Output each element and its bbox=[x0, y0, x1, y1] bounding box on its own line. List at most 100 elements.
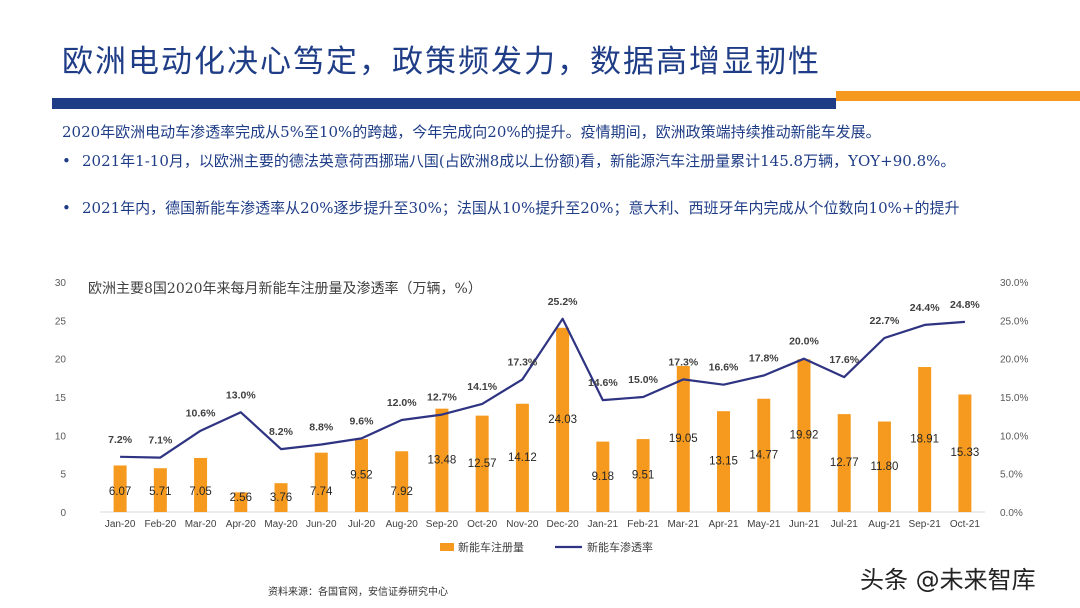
bullet-item: • 2021年1-10月，以欧洲主要的德法英意荷西挪瑞八国(占欧洲8成以上份额)… bbox=[62, 150, 1062, 173]
bar-data-label: 13.48 bbox=[428, 454, 457, 466]
bar bbox=[797, 359, 811, 512]
bar-data-label: 18.91 bbox=[910, 434, 939, 446]
bar-data-label: 14.12 bbox=[508, 452, 537, 464]
bar-data-label: 15.33 bbox=[950, 447, 979, 459]
x-tick-label: Oct-21 bbox=[950, 519, 980, 530]
x-tick-label: Jan-21 bbox=[588, 519, 619, 530]
y-right-tick-label: 0.0% bbox=[1000, 508, 1023, 519]
bar-data-label: 7.74 bbox=[310, 486, 333, 498]
bar bbox=[676, 365, 690, 512]
bar-data-label: 14.77 bbox=[749, 449, 778, 461]
page-title: 欧洲电动化决心笃定，政策频发力，数据高增显韧性 bbox=[62, 44, 821, 80]
y-right-tick-label: 15.0% bbox=[1000, 393, 1028, 404]
line-data-label: 8.2% bbox=[269, 426, 294, 438]
x-tick-label: Aug-21 bbox=[868, 519, 901, 530]
line-data-label: 14.6% bbox=[588, 377, 618, 389]
line-data-label: 15.0% bbox=[628, 374, 658, 386]
bar bbox=[958, 394, 972, 512]
bar-data-label: 6.07 bbox=[109, 486, 131, 498]
bar bbox=[234, 492, 248, 512]
bar bbox=[515, 403, 529, 512]
line-data-label: 24.4% bbox=[910, 302, 940, 314]
x-tick-label: Oct-20 bbox=[467, 519, 497, 530]
y-left-tick-label: 0 bbox=[60, 508, 66, 519]
bar bbox=[435, 408, 449, 512]
x-tick-label: Apr-21 bbox=[709, 519, 739, 530]
bar-data-label: 7.92 bbox=[391, 486, 413, 498]
line-data-label: 12.7% bbox=[427, 392, 457, 404]
x-tick-label: Jun-20 bbox=[306, 519, 337, 530]
bar-data-label: 11.80 bbox=[870, 461, 898, 473]
bar-data-label: 5.71 bbox=[149, 486, 171, 498]
y-left-tick-label: 20 bbox=[55, 355, 67, 366]
y-left-tick-label: 15 bbox=[55, 393, 67, 404]
y-right-tick-label: 5.0% bbox=[1000, 470, 1023, 481]
legend-bar-swatch bbox=[440, 543, 454, 551]
line-data-label: 17.3% bbox=[507, 356, 537, 368]
bar-data-label: 12.57 bbox=[468, 458, 497, 470]
bullet-dot: • bbox=[62, 152, 71, 170]
bar bbox=[395, 451, 409, 512]
bar-data-label: 9.52 bbox=[350, 470, 372, 482]
line-data-label: 16.6% bbox=[709, 362, 739, 374]
bar-data-label: 13.15 bbox=[709, 456, 738, 468]
x-tick-label: Mar-21 bbox=[667, 519, 699, 530]
chart-title: 欧洲主要8国2020年来每月新能车注册量及渗透率（万辆，%） bbox=[88, 281, 482, 297]
y-right-tick-label: 30.0% bbox=[1000, 278, 1028, 289]
y-right-tick-label: 10.0% bbox=[1000, 431, 1028, 442]
line-data-label: 17.6% bbox=[829, 354, 859, 366]
bar bbox=[274, 483, 288, 512]
bar bbox=[717, 411, 731, 512]
bar bbox=[636, 439, 650, 512]
intro-text: 2020年欧洲电动车渗透率完成从5%至10%的跨越，今年完成向20%的提升。疫情… bbox=[62, 123, 881, 141]
line-data-label: 24.8% bbox=[950, 299, 980, 311]
line-data-label: 9.6% bbox=[350, 415, 375, 427]
bar-data-label: 24.03 bbox=[548, 414, 577, 426]
bar bbox=[596, 441, 610, 512]
line-data-label: 12.0% bbox=[387, 397, 417, 409]
bar bbox=[475, 415, 489, 512]
bar-data-label: 12.77 bbox=[830, 457, 859, 469]
legend-line-label: 新能车渗透率 bbox=[587, 540, 653, 554]
bar bbox=[113, 465, 127, 512]
bar-data-label: 19.92 bbox=[790, 430, 819, 442]
bullet-text: 2021年1-10月，以欧洲主要的德法英意荷西挪瑞八国(占欧洲8成以上份额)看，… bbox=[82, 152, 956, 170]
bar bbox=[194, 457, 208, 512]
x-tick-label: Jun-21 bbox=[789, 519, 820, 530]
line-data-label: 17.3% bbox=[668, 356, 698, 368]
line-data-label: 13.0% bbox=[226, 389, 256, 401]
title-underline-orange bbox=[836, 91, 1080, 101]
x-tick-label: Feb-21 bbox=[627, 519, 659, 530]
bar-data-label: 7.05 bbox=[189, 486, 211, 498]
bar bbox=[354, 439, 368, 512]
x-tick-label: Sep-21 bbox=[909, 519, 942, 530]
series-line bbox=[120, 317, 965, 459]
bar bbox=[877, 421, 891, 512]
bar bbox=[314, 452, 328, 512]
y-right-tick-label: 25.0% bbox=[1000, 316, 1028, 327]
bullet-dot: • bbox=[62, 199, 71, 217]
line-data-label: 22.7% bbox=[870, 315, 900, 327]
bar-data-label: 2.56 bbox=[230, 492, 252, 504]
x-tick-label: Sep-20 bbox=[426, 519, 459, 530]
bar bbox=[153, 468, 167, 512]
bar bbox=[837, 414, 851, 512]
line-data-label: 17.8% bbox=[749, 353, 779, 365]
bar bbox=[757, 398, 771, 512]
y-left-tick-label: 25 bbox=[55, 316, 67, 327]
x-tick-label: Dec-20 bbox=[546, 519, 579, 530]
bullet-item: • 2021年内，德国新能车渗透率从20%逐步提升至30%；法国从10%提升至2… bbox=[62, 197, 1062, 220]
bullet-text: 2021年内，德国新能车渗透率从20%逐步提升至30%；法国从10%提升至20%… bbox=[82, 199, 960, 217]
line-data-label: 14.1% bbox=[467, 381, 497, 393]
bar-data-label: 9.18 bbox=[592, 471, 614, 483]
x-tick-label: Jan-20 bbox=[105, 519, 136, 530]
line-data-label: 7.1% bbox=[148, 435, 173, 447]
x-tick-label: May-21 bbox=[747, 519, 781, 530]
x-tick-label: Aug-20 bbox=[386, 519, 419, 530]
watermark-text: 头条 @未来智库 bbox=[860, 566, 1036, 594]
bar-data-label: 9.51 bbox=[632, 470, 654, 482]
bar-data-label: 3.76 bbox=[270, 492, 292, 504]
title-underline-blue bbox=[52, 98, 836, 109]
bar bbox=[556, 327, 570, 512]
